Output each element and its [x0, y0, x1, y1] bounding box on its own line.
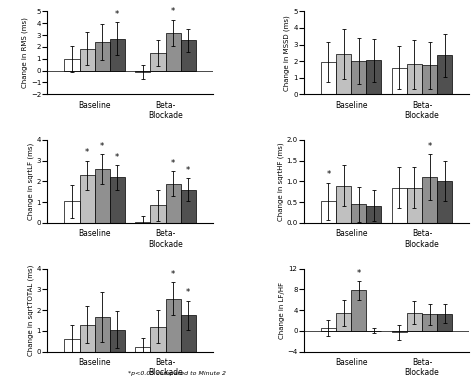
Bar [407, 64, 422, 94]
Text: *: * [171, 159, 175, 168]
Text: *: * [428, 142, 432, 151]
Y-axis label: Change in LF/HF: Change in LF/HF [279, 282, 284, 339]
Bar [392, 187, 407, 223]
Bar [95, 42, 110, 71]
Bar [150, 205, 165, 223]
Bar [95, 317, 110, 352]
Y-axis label: Change in RMS (ms): Change in RMS (ms) [21, 17, 28, 88]
Text: *: * [115, 153, 119, 161]
Bar [407, 187, 422, 223]
Bar [181, 40, 196, 71]
Bar [150, 327, 165, 352]
Bar [351, 204, 366, 223]
Bar [95, 169, 110, 223]
Bar [181, 315, 196, 352]
Bar [80, 175, 95, 223]
Bar [392, 331, 407, 332]
Bar [110, 177, 125, 223]
Text: *: * [85, 149, 89, 157]
Bar [135, 222, 150, 223]
Text: *: * [115, 10, 119, 19]
Bar [321, 201, 336, 223]
Bar [110, 39, 125, 71]
Y-axis label: Change in sqrtLF (ms): Change in sqrtLF (ms) [27, 143, 34, 220]
Bar [64, 59, 80, 71]
Bar [80, 325, 95, 352]
Bar [135, 347, 150, 352]
Bar [422, 65, 437, 94]
Bar [336, 54, 351, 94]
Bar [437, 55, 452, 94]
Bar [321, 62, 336, 94]
Bar [80, 49, 95, 71]
Text: *: * [326, 170, 330, 180]
Bar [64, 201, 80, 223]
Bar [135, 71, 150, 72]
Bar [422, 177, 437, 223]
Bar [437, 181, 452, 223]
Bar [407, 313, 422, 331]
Text: *: * [171, 270, 175, 279]
Y-axis label: Change in MSSD (ms): Change in MSSD (ms) [284, 15, 290, 91]
Text: *: * [100, 142, 104, 151]
Bar [165, 183, 181, 223]
Bar [392, 68, 407, 94]
Y-axis label: Change in sqrtHF (ms): Change in sqrtHF (ms) [277, 142, 283, 221]
Bar [321, 328, 336, 331]
Bar [181, 190, 196, 223]
Text: *: * [186, 288, 191, 297]
Bar [64, 339, 80, 352]
Text: *: * [171, 7, 175, 16]
Text: *p<0.05 compared to Minute 2: *p<0.05 compared to Minute 2 [128, 371, 226, 376]
Bar [336, 186, 351, 223]
Y-axis label: Change in sqrtTOTAL (ms): Change in sqrtTOTAL (ms) [27, 264, 34, 356]
Bar [165, 33, 181, 71]
Text: *: * [356, 269, 361, 278]
Bar [351, 290, 366, 331]
Bar [336, 313, 351, 331]
Bar [422, 314, 437, 331]
Bar [351, 61, 366, 94]
Bar [437, 314, 452, 331]
Bar [165, 299, 181, 352]
Bar [366, 206, 382, 223]
Bar [366, 60, 382, 94]
Text: *: * [186, 166, 191, 175]
Bar [150, 53, 165, 71]
Bar [110, 330, 125, 352]
